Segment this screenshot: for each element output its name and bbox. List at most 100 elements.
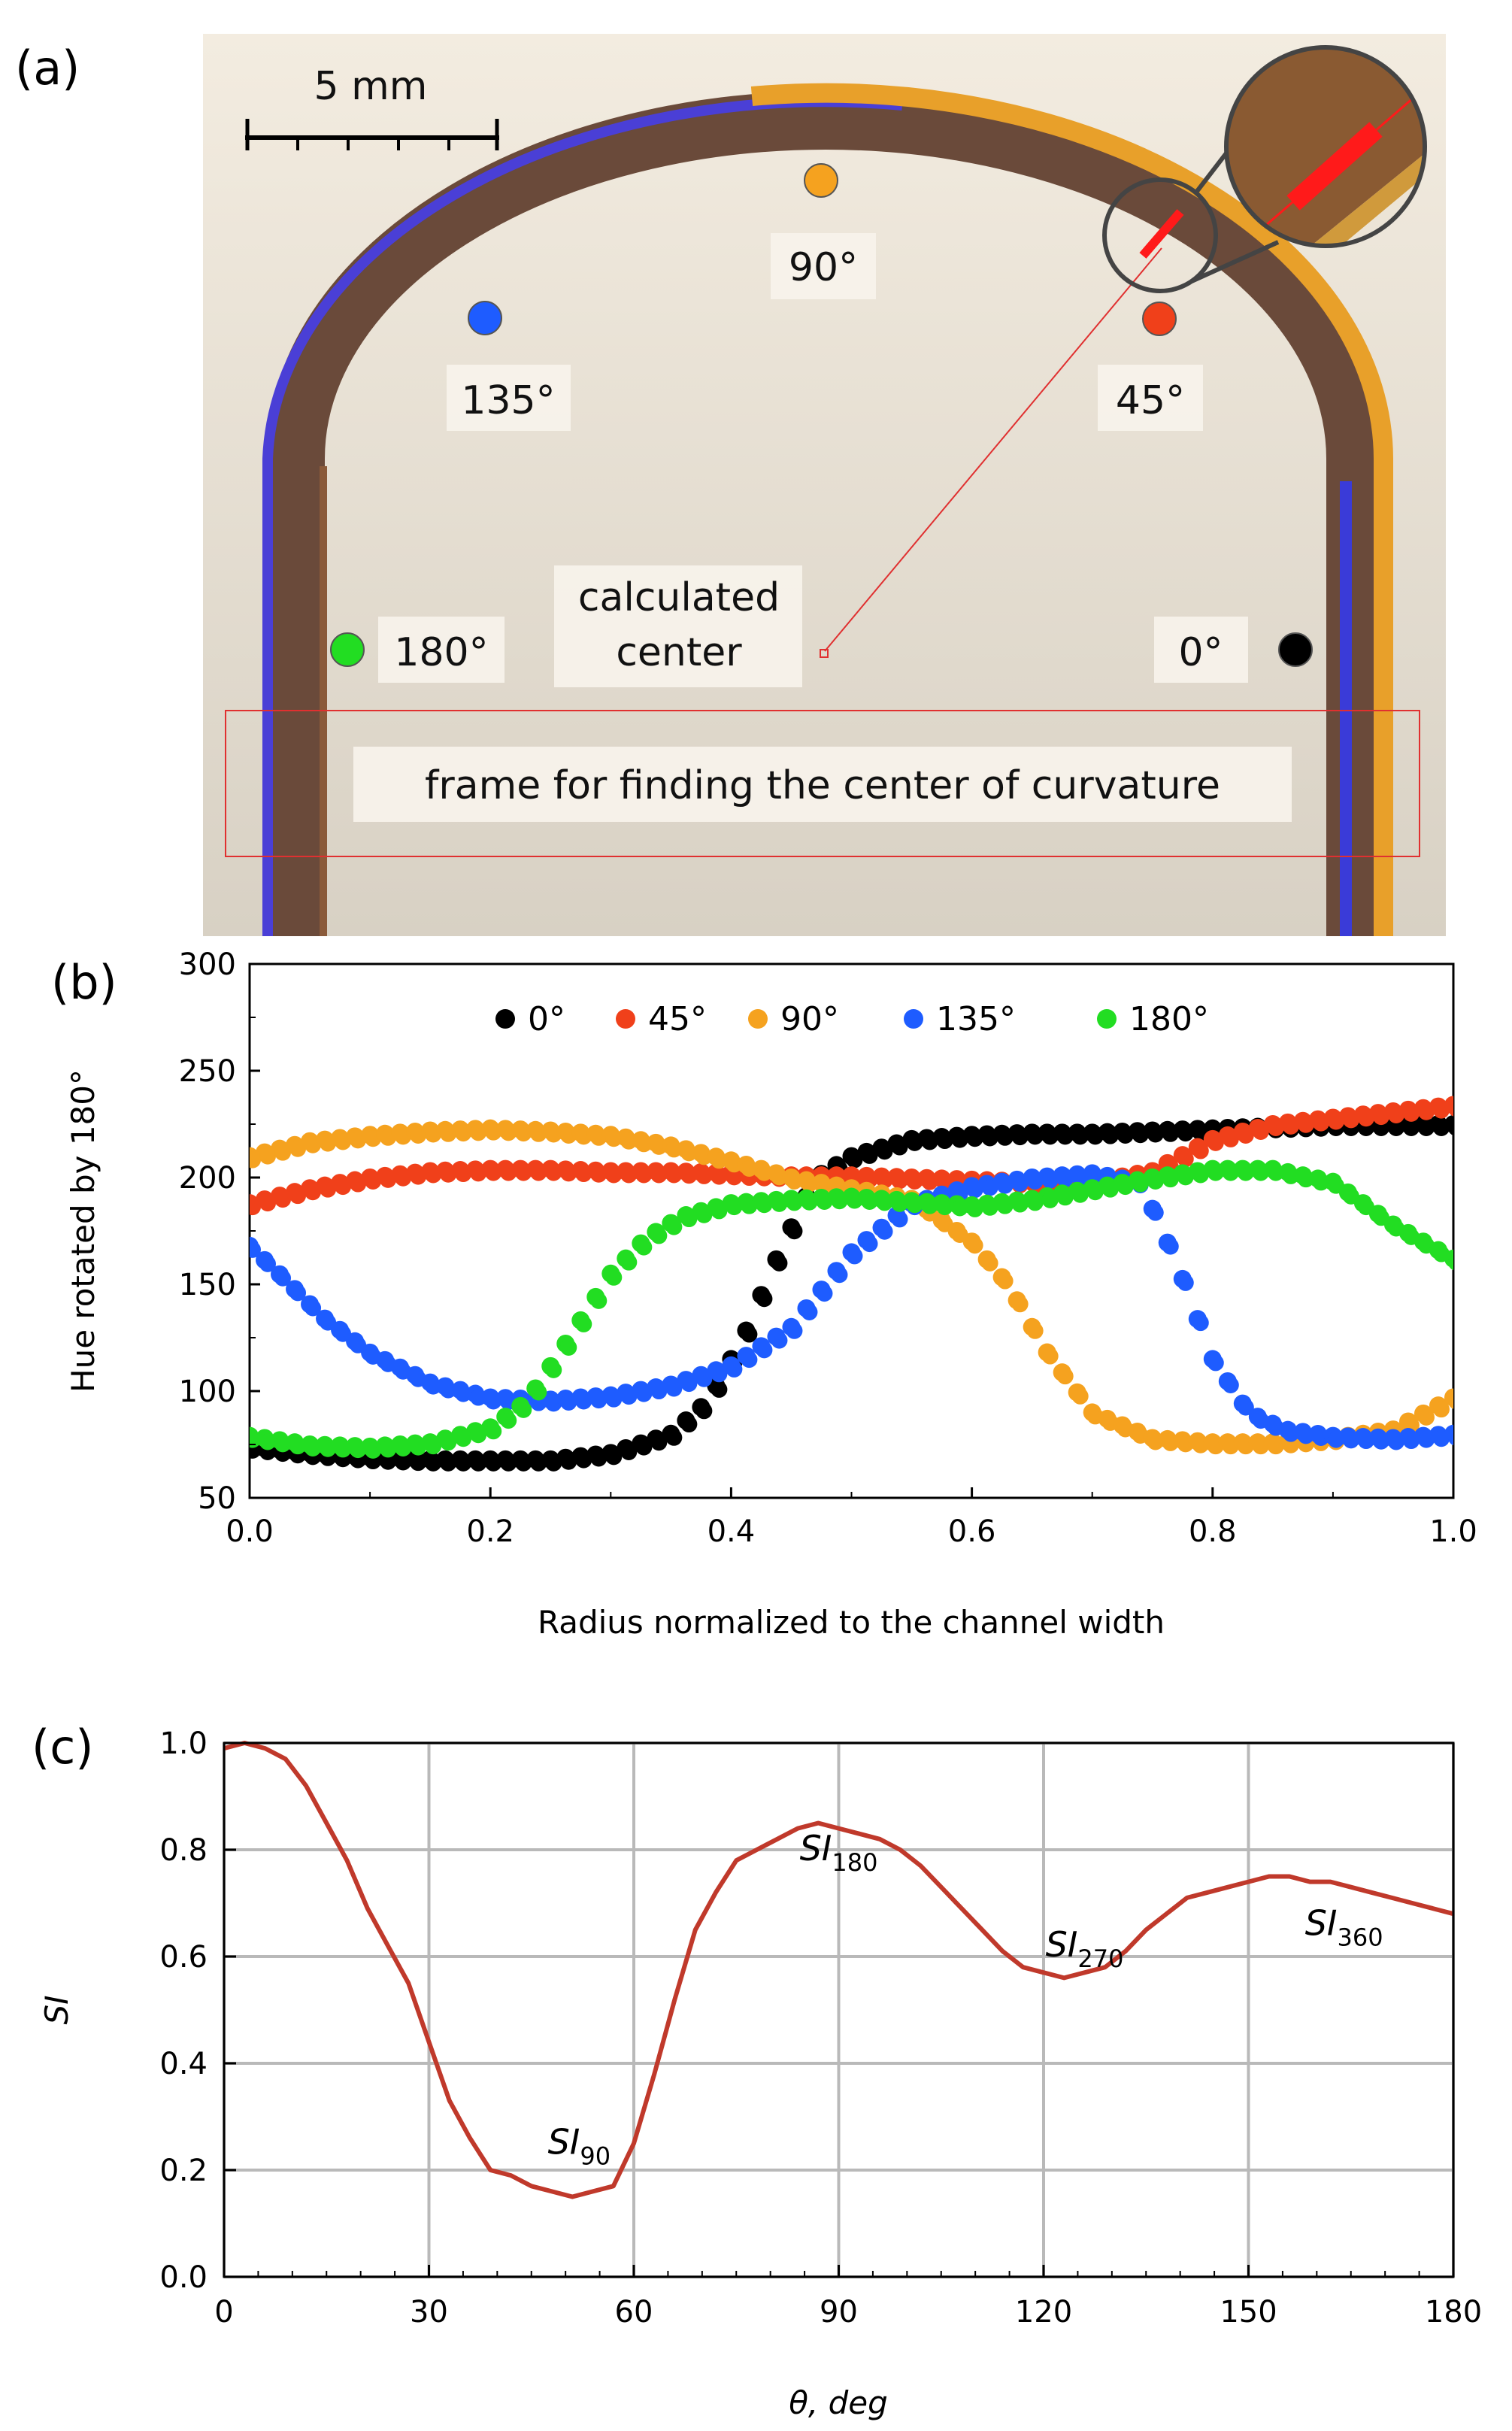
legend-marker xyxy=(748,1009,768,1029)
data-point xyxy=(981,1254,998,1272)
plot-c-ytick-label: 0.8 xyxy=(159,1833,208,1868)
data-point xyxy=(680,1375,698,1393)
series-line-0 xyxy=(223,1741,1454,2199)
data-point xyxy=(846,1247,863,1265)
plot-b-xtick-label: 0.4 xyxy=(708,1514,756,1549)
data-point xyxy=(560,1338,577,1356)
data-point xyxy=(1448,1429,1453,1446)
plot-b-axes: 0.0 0.2 0.4 0.6 0.8 1.0 50 100 150 200 250 300 xyxy=(179,947,1477,1549)
marker-dot-180 xyxy=(330,632,365,667)
data-point xyxy=(605,1448,623,1466)
calculated-center: calculated center xyxy=(554,209,1184,687)
data-point xyxy=(695,1402,713,1420)
data-point xyxy=(861,1235,878,1253)
data-point xyxy=(575,1315,592,1332)
annotation-label: SI360 xyxy=(1305,1903,1383,1952)
plot-b-ytick-label: 150 xyxy=(179,1268,236,1302)
plot-b-legend: 0° 45° 90° 135° 180° xyxy=(495,1000,1209,1038)
data-point xyxy=(250,1241,261,1258)
center-point xyxy=(820,649,829,658)
data-point xyxy=(711,1366,728,1383)
data-point xyxy=(1222,1376,1239,1393)
marker-dot-0 xyxy=(1278,632,1313,667)
legend-marker xyxy=(495,1009,515,1029)
data-point xyxy=(741,1326,758,1343)
data-point xyxy=(996,1272,1014,1290)
data-point xyxy=(876,1223,893,1240)
magnifier-zoom xyxy=(1226,47,1425,246)
frame-label: frame for finding the center of curvatur… xyxy=(425,763,1220,808)
data-point xyxy=(1147,1204,1164,1221)
data-point xyxy=(259,1255,277,1272)
plot-c-xtick-label: 30 xyxy=(410,2295,448,2329)
data-point xyxy=(1071,1387,1089,1405)
data-point xyxy=(1448,1393,1453,1409)
data-point xyxy=(741,1351,758,1369)
plot-c-xtick-label: 180 xyxy=(1425,2295,1482,2329)
data-point xyxy=(831,1266,848,1284)
series-2 xyxy=(250,1119,1453,1455)
plot-c-axes: 0 30 60 90 120 150 180 0.0 0.2 0.4 0.6 0.8 1.0 xyxy=(159,1726,1482,2329)
plot-b-marks xyxy=(250,1096,1453,1472)
angle-markers: 0° 45° 90° 135° 180° xyxy=(330,163,1313,683)
data-point xyxy=(771,1254,788,1272)
data-point xyxy=(545,1361,562,1378)
plot-c-xtick-label: 120 xyxy=(1015,2295,1072,2329)
plot-c-ytick-label: 1.0 xyxy=(159,1726,208,1761)
panel-c: (c) 0 30 60 90 120 150 180 0.0 0.2 0.4 0.6 0.8 1.0 S… xyxy=(32,1720,1482,2421)
data-point xyxy=(1417,1408,1435,1426)
data-point xyxy=(635,1438,653,1456)
data-point xyxy=(485,1423,502,1440)
data-point xyxy=(1056,1368,1074,1385)
plot-b-ytick-label: 250 xyxy=(179,1054,236,1089)
data-point xyxy=(1177,1150,1194,1168)
legend-marker xyxy=(1097,1009,1117,1029)
legend-label: 45° xyxy=(648,1000,707,1038)
annotation-label: SI180 xyxy=(800,1828,878,1877)
annotation-label: SI90 xyxy=(548,2122,611,2171)
data-point xyxy=(635,1238,653,1256)
legend-marker xyxy=(616,1009,635,1029)
data-point xyxy=(665,1429,683,1446)
marker-dot-135 xyxy=(468,301,502,335)
data-point xyxy=(665,1380,683,1397)
data-point xyxy=(786,1223,803,1240)
data-point xyxy=(966,1237,983,1254)
data-point xyxy=(1162,1238,1179,1255)
marker-dot-90 xyxy=(804,163,838,198)
data-point xyxy=(274,1269,292,1287)
plot-b-xtick-label: 0.0 xyxy=(226,1514,274,1549)
data-point xyxy=(515,1401,532,1418)
marker-dot-45 xyxy=(1142,302,1177,336)
plot-b-xtick-label: 0.6 xyxy=(948,1514,996,1549)
data-point xyxy=(650,1434,668,1451)
marker-label-135: 135° xyxy=(461,378,555,423)
plot-c-ytick-label: 0.6 xyxy=(159,1940,208,1975)
plot-c-ytick-label: 0.0 xyxy=(159,2260,208,2295)
plot-b-ytick-label: 300 xyxy=(179,947,236,982)
plot-b-ylabel: Hue rotated by 180° xyxy=(65,1069,102,1393)
data-point xyxy=(680,1416,698,1433)
legend-marker xyxy=(904,1009,923,1029)
panel-c-letter: (c) xyxy=(32,1720,93,1775)
data-point xyxy=(620,1253,638,1271)
data-point xyxy=(1026,1322,1044,1339)
data-point xyxy=(1448,1101,1453,1117)
plot-c-xtick-label: 60 xyxy=(615,2295,653,2329)
center-label-line1: calculated xyxy=(578,575,780,620)
data-point xyxy=(620,1443,638,1460)
data-point xyxy=(801,1303,818,1320)
magnifier xyxy=(1102,45,1427,293)
data-point xyxy=(1041,1347,1059,1365)
plot-b-ytick-label: 200 xyxy=(179,1161,236,1196)
data-point xyxy=(289,1284,307,1302)
data-point xyxy=(1432,1401,1450,1418)
plot-b-xlabel: Radius normalized to the channel width xyxy=(538,1604,1165,1641)
marker-label-45: 45° xyxy=(1116,378,1185,423)
annotation-label: SI270 xyxy=(1046,1924,1124,1973)
data-point xyxy=(786,1322,803,1339)
data-point xyxy=(1192,1314,1209,1332)
data-point xyxy=(756,1290,773,1308)
plot-c-xlabel: θ, deg xyxy=(789,2384,888,2421)
